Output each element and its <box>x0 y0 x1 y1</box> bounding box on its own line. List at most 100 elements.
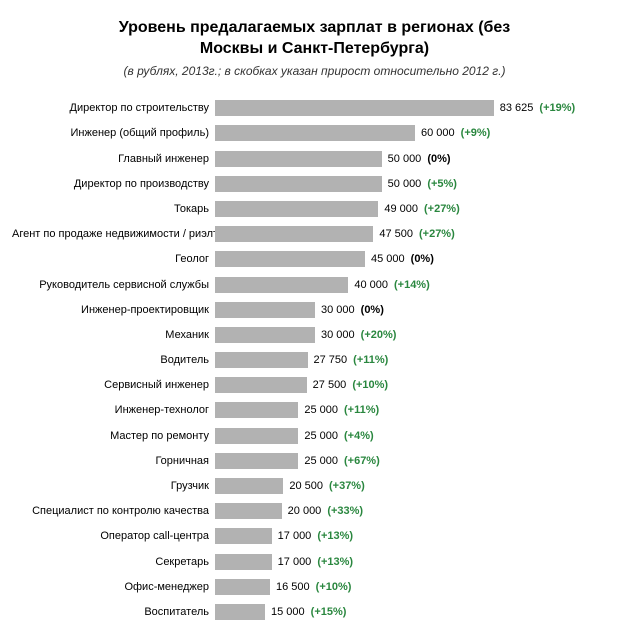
chart-row: Водитель27 750(+11%) <box>12 347 617 372</box>
bar-wrap: 16 500(+10%) <box>215 579 617 595</box>
bar <box>215 377 307 393</box>
growth-label: (+37%) <box>329 480 365 492</box>
growth-label: (+9%) <box>461 127 491 139</box>
growth-label: (+33%) <box>327 505 363 517</box>
bar <box>215 251 365 267</box>
value-label: 25 000 <box>304 430 338 442</box>
category-label: Грузчик <box>12 480 215 492</box>
bar <box>215 226 373 242</box>
bar-wrap: 20 500(+37%) <box>215 478 617 494</box>
chart-title: Уровень предалагаемых зарплат в регионах… <box>12 18 617 60</box>
value-label: 25 000 <box>304 404 338 416</box>
chart-subtitle: (в рублях, 2013г.; в скобках указан прир… <box>12 64 617 78</box>
salary-bar-chart: Директор по строительству83 625(+19%)Инж… <box>12 96 617 625</box>
bar <box>215 302 315 318</box>
chart-row: Воспитатель15 000(+15%) <box>12 599 617 624</box>
bar <box>215 554 272 570</box>
bar-wrap: 83 625 (+19%) <box>215 100 617 116</box>
chart-row: Горничная25 000(+67%) <box>12 448 617 473</box>
value-label: 30 000 <box>321 304 355 316</box>
bar-wrap: 50 000 (0%) <box>215 151 617 167</box>
category-label: Водитель <box>12 354 215 366</box>
growth-label: (+27%) <box>419 228 455 240</box>
bar <box>215 327 315 343</box>
bar-wrap: 25 000(+67%) <box>215 453 617 469</box>
value-label: 49 000 <box>384 203 418 215</box>
chart-row: Офис-менеджер16 500(+10%) <box>12 574 617 599</box>
bar <box>215 100 494 116</box>
bar-wrap: 15 000(+15%) <box>215 604 617 620</box>
bar <box>215 604 265 620</box>
value-label: 30 000 <box>321 329 355 341</box>
value-label: 17 000 <box>278 530 312 542</box>
bar-wrap: 50 000 (+5%) <box>215 176 617 192</box>
value-label: 47 500 <box>379 228 413 240</box>
bar <box>215 453 298 469</box>
bar-wrap: 17 000(+13%) <box>215 554 617 570</box>
chart-row: Руководитель сервисной службы40 000(+14%… <box>12 272 617 297</box>
bar-wrap: 27 750(+11%) <box>215 352 617 368</box>
growth-label: (+10%) <box>316 581 352 593</box>
chart-row: Токарь49 000(+27%) <box>12 196 617 221</box>
category-label: Офис-менеджер <box>12 581 215 593</box>
value-label: 27 750 <box>314 354 348 366</box>
growth-label: (0%) <box>427 153 450 165</box>
bar-wrap: 45 000(0%) <box>215 251 617 267</box>
bar-wrap: 30 000(0%) <box>215 302 617 318</box>
bar <box>215 277 348 293</box>
value-label: 20 000 <box>288 505 322 517</box>
chart-row: Директор по строительству83 625(+19%) <box>12 96 617 121</box>
bar-wrap: 25 000(+4%) <box>215 428 617 444</box>
growth-label: (0%) <box>411 253 434 265</box>
growth-label: (+27%) <box>424 203 460 215</box>
bar-wrap: 17 000 (+13%) <box>215 528 617 544</box>
chart-row: Мастер по ремонту25 000(+4%) <box>12 423 617 448</box>
growth-label: (+11%) <box>344 404 379 416</box>
bar <box>215 579 270 595</box>
value-label: 83 625 <box>500 102 534 114</box>
category-label: Горничная <box>12 455 215 467</box>
growth-label: (+15%) <box>311 606 347 618</box>
bar <box>215 428 298 444</box>
category-label: Механик <box>12 329 215 341</box>
category-label: Сервисный инженер <box>12 379 215 391</box>
value-label: 50 000 <box>388 153 422 165</box>
category-label: Инженер-проектировщик <box>12 304 215 316</box>
bar <box>215 201 378 217</box>
growth-label: (+10%) <box>352 379 388 391</box>
chart-row: Инженер-технолог25 000(+11%) <box>12 398 617 423</box>
bar-wrap: 25 000 (+11%) <box>215 402 617 418</box>
bar <box>215 402 298 418</box>
growth-label: (+14%) <box>394 279 430 291</box>
value-label: 50 000 <box>388 178 422 190</box>
bar <box>215 352 308 368</box>
growth-label: (+20%) <box>361 329 397 341</box>
bar <box>215 503 282 519</box>
chart-row: Инженер-проектировщик30 000(0%) <box>12 297 617 322</box>
bar-wrap: 60 000 (+9%) <box>215 125 617 141</box>
category-label: Воспитатель <box>12 606 215 618</box>
bar <box>215 125 415 141</box>
growth-label: (+5%) <box>427 178 457 190</box>
growth-label: (+13%) <box>317 530 353 542</box>
growth-label: (+19%) <box>539 102 575 114</box>
category-label: Геолог <box>12 253 215 265</box>
title-line-2: Москвы и Санкт-Петербурга) <box>200 40 429 57</box>
value-label: 60 000 <box>421 127 455 139</box>
value-label: 17 000 <box>278 556 312 568</box>
chart-row: Агент по продаже недвижимости / риэлтор4… <box>12 222 617 247</box>
chart-row: Инженер (общий профиль) 60 000 (+9%) <box>12 121 617 146</box>
bar-wrap: 47 500 (+27%) <box>215 226 617 242</box>
chart-row: Геолог45 000(0%) <box>12 247 617 272</box>
bar-wrap: 27 500(+10%) <box>215 377 617 393</box>
chart-row: Грузчик20 500(+37%) <box>12 473 617 498</box>
category-label: Главный инженер <box>12 153 215 165</box>
category-label: Инженер (общий профиль) <box>12 127 215 139</box>
bar-wrap: 49 000 (+27%) <box>215 201 617 217</box>
bar <box>215 151 382 167</box>
value-label: 40 000 <box>354 279 388 291</box>
category-label: Секретарь <box>12 556 215 568</box>
growth-label: (+67%) <box>344 455 380 467</box>
category-label: Оператор call-центра <box>12 530 215 542</box>
chart-row: Специалист по контролю качества20 000(+3… <box>12 499 617 524</box>
